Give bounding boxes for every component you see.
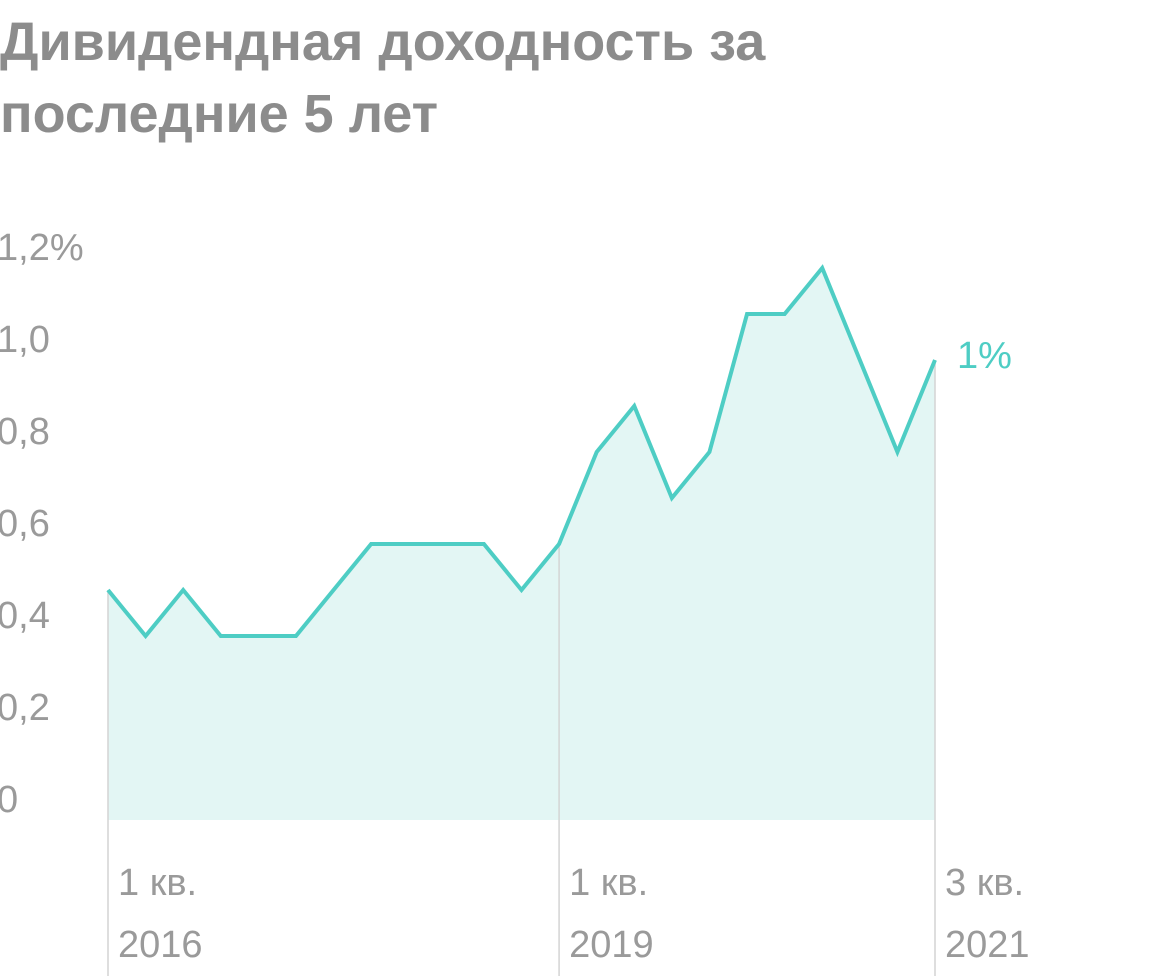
y-tick-label: 0,8	[0, 411, 50, 453]
x-tick-label: 1 кв. 2019	[569, 862, 654, 966]
y-tick-label: 1,2%	[0, 227, 84, 269]
data-label: 1%	[957, 335, 1012, 377]
y-tick-label: 1,0	[0, 319, 50, 361]
line	[106, 264, 937, 640]
x-tick-label: 3 кв. 2021	[945, 862, 1030, 966]
y-tick-label: 0	[0, 779, 18, 821]
y-tick-label: 0,2	[0, 687, 50, 729]
x-tick-label: 1 кв. 2016	[118, 862, 203, 966]
y-tick-label: 0,4	[0, 595, 50, 637]
y-tick-label: 0,6	[0, 503, 50, 545]
chart-title: Дивидендная доходность за последние 5 ле…	[0, 12, 766, 144]
area	[108, 268, 935, 820]
